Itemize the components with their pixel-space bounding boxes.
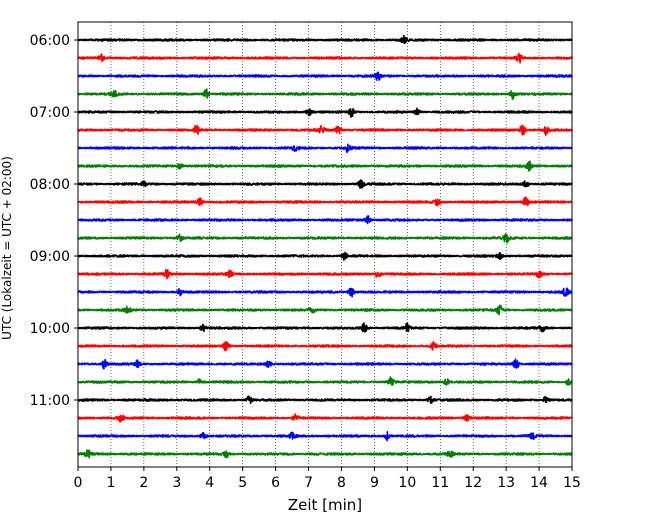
trace-1100	[77, 395, 573, 405]
y-tick-label: 07:00	[30, 105, 70, 121]
y-tick-label: 10:00	[30, 321, 70, 337]
y-tick-label: 09:00	[30, 249, 70, 265]
trace-0915	[77, 268, 573, 280]
x-tick-label: 11	[431, 475, 449, 491]
x-tick-label: 5	[238, 475, 247, 491]
trace-0845	[77, 233, 573, 244]
x-axis-ticks: 0 1 2 3 4 5 6 7 8 9 10 11 12 13 14 15	[74, 467, 581, 491]
y-tick-label: 11:00	[30, 393, 70, 409]
x-tick-label: 7	[304, 475, 313, 491]
trace-1045	[77, 376, 573, 386]
trace-0745	[77, 160, 573, 172]
trace-0700	[77, 107, 573, 118]
x-tick-label: 1	[106, 475, 115, 491]
trace-1030	[77, 358, 573, 370]
x-tick-label: 12	[464, 475, 482, 491]
trace-0800	[77, 179, 573, 189]
trace-1130	[77, 430, 573, 442]
vertical-gridlines	[110, 22, 540, 467]
x-tick-label: 3	[172, 475, 181, 491]
trace-0730	[77, 143, 573, 154]
x-tick-label: 15	[563, 475, 581, 491]
trace-1015	[77, 340, 573, 352]
trace-0645	[77, 88, 573, 100]
trace-0630	[77, 71, 573, 81]
trace-1115	[77, 413, 573, 423]
trace-group	[77, 34, 573, 459]
y-tick-label: 06:00	[30, 33, 70, 49]
x-tick-label: 13	[497, 475, 515, 491]
trace-0600	[77, 34, 573, 45]
x-tick-label: 9	[370, 475, 379, 491]
trace-0715	[77, 124, 573, 136]
x-tick-label: 4	[205, 475, 214, 491]
x-tick-label: 2	[139, 475, 148, 491]
x-tick-label: 6	[271, 475, 280, 491]
plot-frame	[77, 21, 573, 468]
trace-0830	[77, 214, 573, 225]
trace-0945	[77, 304, 573, 316]
trace-0930	[77, 287, 573, 298]
trace-0815	[77, 196, 573, 207]
y-axis-label: UTC (Lokalzeit = UTC + 02:00)	[0, 156, 14, 340]
x-axis-label: Zeit [min]	[288, 496, 362, 514]
x-tick-label: 14	[530, 475, 548, 491]
trace-0900	[77, 251, 573, 261]
trace-0615	[77, 52, 573, 64]
x-tick-label: 10	[398, 475, 416, 491]
y-tick-label: 08:00	[30, 177, 70, 193]
y-axis-ticks: 06:00 07:00 08:00 09:00 10:00 11:00	[30, 33, 78, 409]
trace-1145	[77, 449, 573, 459]
x-tick-label: 8	[337, 475, 346, 491]
trace-1000	[77, 322, 573, 333]
x-tick-label: 0	[74, 475, 83, 491]
